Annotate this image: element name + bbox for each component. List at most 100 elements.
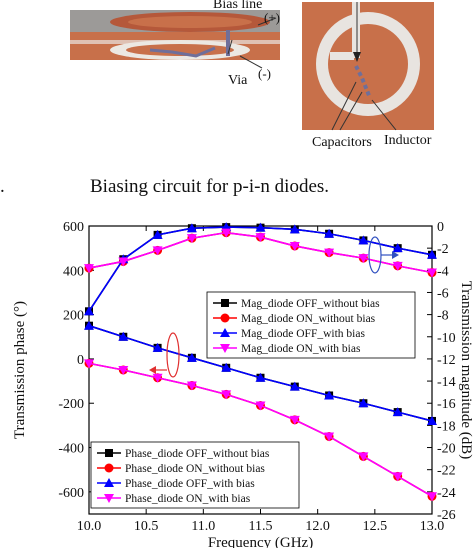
legend-box — [90, 441, 300, 509]
y-left-tick-label: -600 — [58, 486, 84, 501]
plot-series — [84, 222, 437, 502]
data-point — [221, 362, 232, 372]
data-point — [84, 320, 94, 330]
data-point — [392, 407, 403, 417]
plus-terminal-label: (+) — [264, 10, 280, 25]
phase-group-ellipse — [166, 332, 180, 378]
x-tick-label: 10.5 — [134, 519, 159, 534]
y-left-tick-label: 200 — [63, 309, 84, 324]
data-point — [221, 390, 232, 400]
y-right-tick-label: -24 — [437, 486, 456, 501]
series-phase-diode-off-with-bias — [84, 320, 437, 425]
y-right-tick-label: -16 — [437, 397, 456, 412]
data-point — [118, 366, 129, 375]
y-right-tick-label: 0 — [437, 220, 444, 235]
data-point — [186, 352, 197, 362]
magnitude-arrowhead — [392, 251, 399, 259]
legend-magnitude: Mag_diode OFF_without bias Mag_diode ON_w… — [206, 291, 416, 359]
data-point — [152, 342, 163, 352]
data-point — [358, 254, 369, 264]
legend-marker — [105, 449, 113, 457]
y-right-tick-label: -22 — [437, 464, 456, 479]
data-point — [152, 373, 163, 383]
data-point — [358, 235, 369, 245]
data-point — [84, 359, 94, 369]
data-point — [289, 241, 300, 251]
legend-entry: Phase_diode OFF_with bias — [125, 478, 255, 490]
data-point — [324, 248, 335, 258]
data-point — [118, 331, 129, 341]
data-point — [427, 249, 437, 259]
legend-entry: Mag_diode ON_with bias — [241, 343, 361, 355]
y-left-tick-label: -200 — [58, 397, 84, 412]
y-right-tick-label: -6 — [437, 286, 449, 301]
legend-marker — [220, 313, 230, 323]
legend-entry: Mag_diode OFF_with bias — [241, 328, 365, 340]
legend-marker — [104, 494, 114, 503]
legend-entry: Mag_diode ON_without bias — [241, 313, 376, 325]
data-point — [255, 233, 266, 243]
data-point — [186, 223, 197, 233]
phase-arrowhead — [149, 366, 156, 374]
data-point — [152, 229, 163, 239]
y-left-tick-label: 0 — [77, 353, 84, 368]
legend-marker — [221, 299, 229, 307]
y-left-axis-label: Transmission phase (°) — [12, 301, 28, 439]
minus-terminal-label: (-) — [258, 66, 271, 81]
y-right-tick-label: -18 — [437, 419, 456, 434]
data-point — [84, 264, 94, 274]
data-point — [255, 401, 266, 411]
side-view-panel — [70, 10, 280, 69]
y-right-tick-label: -8 — [437, 309, 449, 324]
x-tick-label: 12.5 — [363, 519, 388, 534]
bias-line-label: Bias line — [213, 0, 262, 12]
legend-marker — [220, 344, 230, 353]
data-point — [289, 381, 300, 391]
data-point — [392, 472, 403, 482]
data-point — [427, 492, 437, 502]
y-right-tick-label: -14 — [437, 375, 456, 390]
legends: Mag_diode OFF_without bias Mag_diode ON_w… — [90, 291, 416, 509]
y-left-tick-label: 400 — [63, 264, 84, 279]
data-point — [289, 224, 300, 234]
annotations — [149, 236, 399, 378]
x-tick-label: 11.5 — [249, 519, 273, 534]
x-tick-label: 13.0 — [420, 519, 445, 534]
data-point — [289, 415, 300, 425]
legend-marker — [220, 328, 230, 337]
data-point — [221, 228, 232, 238]
legend-entry: Phase_diode ON_with bias — [125, 493, 251, 505]
y-right-tick-label: -4 — [437, 264, 449, 279]
legend-marker — [104, 463, 114, 473]
legend-entry: Phase_diode ON_without bias — [125, 463, 265, 475]
legend-box — [206, 291, 416, 359]
inductor-label: Inductor — [384, 133, 432, 148]
x-tick-label: 11.0 — [191, 519, 215, 534]
axes: 10.0 10.5 11.0 11.5 12.0 12.5 13.0 600 400 200 0 -2… — [12, 220, 474, 548]
x-axis-label: Frequency (GHz) — [208, 535, 313, 548]
data-point — [392, 243, 403, 253]
data-point — [324, 228, 335, 238]
y-right-tick-label: -10 — [437, 331, 456, 346]
data-point — [358, 398, 369, 408]
data-point — [255, 222, 266, 232]
x-tick-label: 10.0 — [77, 519, 102, 534]
y-left-tick-label: 600 — [63, 220, 84, 235]
data-point — [186, 381, 197, 391]
capacitors-label: Capacitors — [312, 135, 372, 150]
y-right-tick-label: -2 — [437, 242, 449, 257]
data-point — [255, 372, 266, 382]
y-right-tick-label: -26 — [437, 508, 456, 523]
series-mag-diode-on-with-bias — [84, 228, 437, 278]
data-point — [186, 234, 197, 244]
x-tick-label: 12.0 — [305, 519, 330, 534]
y-left-tick-label: -400 — [58, 442, 84, 457]
device-illustration: Bias line (+) Via (-) Capacitors Inducto… — [70, 0, 434, 150]
data-point — [427, 268, 437, 278]
data-point — [392, 261, 403, 271]
y-right-tick-label: -12 — [437, 353, 456, 368]
y-right-tick-label: -20 — [437, 442, 456, 457]
caption-marker: . — [0, 176, 5, 197]
data-point — [84, 306, 94, 316]
data-point — [152, 246, 163, 256]
